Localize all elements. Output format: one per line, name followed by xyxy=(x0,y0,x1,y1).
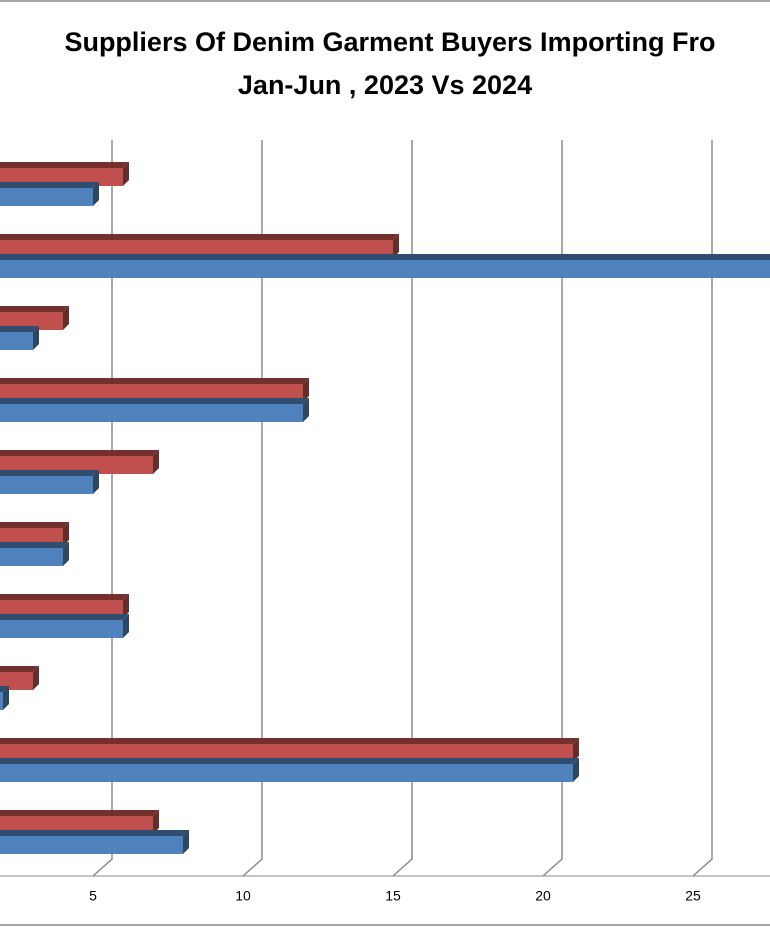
bar-top xyxy=(0,614,129,620)
bar-top xyxy=(0,450,159,456)
bar xyxy=(0,548,63,566)
bar-top xyxy=(0,306,69,312)
bar-side xyxy=(93,182,99,206)
bar xyxy=(0,260,770,278)
bar xyxy=(0,332,33,350)
bar-top xyxy=(0,522,69,528)
bar-top xyxy=(0,758,579,764)
bar-top xyxy=(0,738,579,744)
bar-side xyxy=(303,378,309,402)
bar-top xyxy=(0,810,159,816)
bar xyxy=(0,764,573,782)
bar xyxy=(0,384,303,402)
bar xyxy=(0,476,93,494)
bar xyxy=(0,836,183,854)
bar-side xyxy=(573,738,579,762)
bar-top xyxy=(0,326,39,332)
bar-side xyxy=(393,234,399,258)
bar-side xyxy=(153,450,159,474)
bar-side xyxy=(123,614,129,638)
bar-side xyxy=(573,758,579,782)
bar xyxy=(0,672,33,690)
bar-top xyxy=(0,254,770,260)
bar-top xyxy=(0,594,129,600)
bar xyxy=(0,168,123,186)
bar xyxy=(0,692,3,710)
bar-top xyxy=(0,378,309,384)
bar xyxy=(0,528,63,546)
bar-side xyxy=(93,470,99,494)
bar-side xyxy=(63,542,69,566)
bar xyxy=(0,188,93,206)
bar-top xyxy=(0,398,309,404)
x-tick-label: 15 xyxy=(385,888,401,904)
bar-side xyxy=(153,810,159,834)
bar-side xyxy=(183,830,189,854)
chart-subtitle: Jan-Jun , 2023 Vs 2024 xyxy=(238,70,532,100)
bar xyxy=(0,744,573,762)
bar-top xyxy=(0,830,189,836)
bar xyxy=(0,312,63,330)
x-tick-label: 10 xyxy=(235,888,251,904)
bar xyxy=(0,404,303,422)
bar-top xyxy=(0,686,9,692)
bar-top xyxy=(0,542,69,548)
bar-top xyxy=(0,666,39,672)
chart-title: Suppliers Of Denim Garment Buyers Import… xyxy=(64,27,715,57)
bar xyxy=(0,456,153,474)
grid-line xyxy=(542,140,563,877)
bar-side xyxy=(123,162,129,186)
bar xyxy=(0,240,393,258)
bar xyxy=(0,600,123,618)
bar-side xyxy=(33,326,39,350)
x-tick-label: 25 xyxy=(685,888,701,904)
x-tick-label: 5 xyxy=(89,888,97,904)
bar xyxy=(0,816,153,834)
bar-side xyxy=(3,686,9,710)
bar-side xyxy=(123,594,129,618)
grid-line xyxy=(392,140,413,877)
bar-top xyxy=(0,234,399,240)
bar-side xyxy=(63,522,69,546)
bar-top xyxy=(0,470,99,476)
x-tick-label: 20 xyxy=(535,888,551,904)
grid-line xyxy=(692,140,713,877)
bar-side xyxy=(63,306,69,330)
bar xyxy=(0,620,123,638)
bar-side xyxy=(303,398,309,422)
bar-top xyxy=(0,182,99,188)
bar-side xyxy=(33,666,39,690)
bar-top xyxy=(0,162,129,168)
